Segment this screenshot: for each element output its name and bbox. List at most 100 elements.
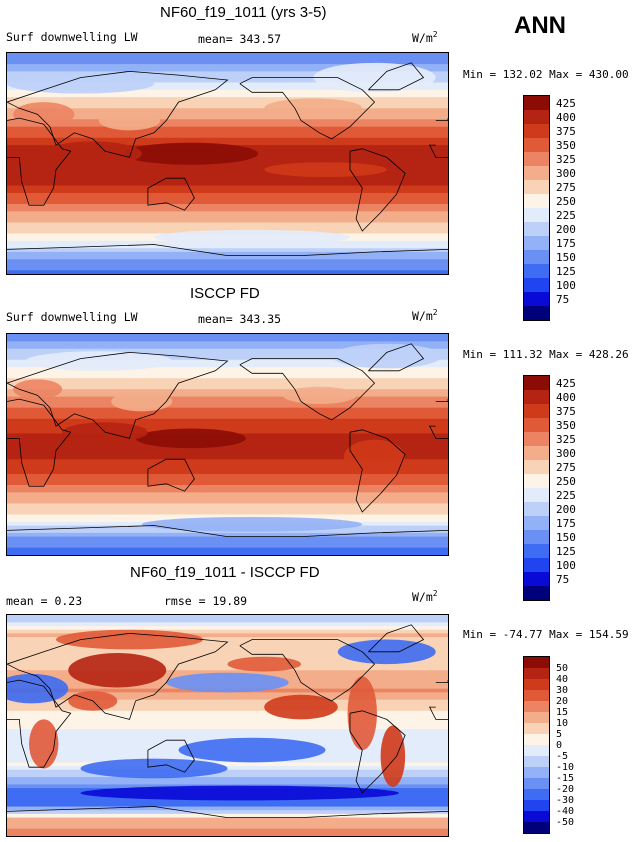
- zonal-band: [7, 356, 448, 361]
- zonal-band: [7, 514, 448, 519]
- panel-2-colorbar: [523, 375, 550, 601]
- coastline: [7, 70, 229, 158]
- panel-3-title: NF60_f19_1011 - ISCCP FD: [130, 564, 320, 581]
- p2-swatch-15: [524, 390, 549, 404]
- zonal-band: [7, 769, 448, 774]
- panel-2-coastlines: [7, 343, 448, 537]
- p2-tick-11: 175: [556, 517, 576, 530]
- panel-3-map: [6, 614, 449, 837]
- field-feature: [282, 386, 357, 404]
- zonal-band: [7, 547, 448, 552]
- panel-1-variable-label: Surf downwelling LW: [6, 30, 138, 44]
- panel-2-mean-label: mean= 343.35: [198, 312, 282, 326]
- p2-tick-5: 325: [556, 433, 576, 446]
- zonal-band: [7, 622, 448, 627]
- zonal-band: [7, 270, 448, 274]
- p1-swatch-2: [524, 292, 549, 306]
- zonal-band: [7, 648, 448, 653]
- zonal-band: [7, 211, 448, 216]
- zonal-band: [7, 108, 448, 113]
- zonal-band: [7, 473, 448, 479]
- p3-swatch-10: [524, 723, 549, 734]
- coastline: [7, 398, 72, 487]
- panel-2-title: ISCCP FD: [190, 285, 260, 302]
- field-feature: [80, 785, 399, 801]
- zonal-band: [7, 378, 448, 383]
- zonal-band: [7, 444, 448, 449]
- p1-tick-3: 375: [556, 125, 576, 138]
- zonal-band: [7, 174, 448, 179]
- zonal-band: [7, 370, 448, 376]
- p3-tick-15: -50: [556, 817, 575, 828]
- field-feature: [80, 758, 228, 779]
- coastline: [428, 144, 448, 158]
- zonal-band: [7, 363, 448, 368]
- coastline: [7, 525, 448, 537]
- zonal-band: [7, 75, 448, 80]
- panel-1-colorbar: [523, 95, 550, 321]
- zonal-band: [7, 499, 448, 505]
- zonal-band: [7, 134, 448, 139]
- p3-tick-6: 10: [556, 718, 569, 729]
- p2-tick-14: 100: [556, 559, 576, 572]
- zonal-band: [7, 56, 448, 61]
- p1-swatch-15: [524, 110, 549, 124]
- zonal-band: [7, 204, 448, 209]
- zonal-band: [7, 699, 448, 704]
- panel-3-minmax: Min = -74.77 Max = 154.59: [463, 628, 629, 641]
- p1-tick-5: 325: [556, 153, 576, 166]
- p2-tick-15: 75: [556, 573, 570, 586]
- field-feature: [111, 391, 173, 412]
- zonal-band: [7, 551, 448, 555]
- field-feature: [154, 229, 350, 245]
- coastline: [7, 679, 72, 768]
- zonal-band: [7, 141, 448, 146]
- p2-swatch-9: [524, 474, 549, 488]
- p2-swatch-3: [524, 558, 549, 572]
- p3-tick-3: 30: [556, 685, 569, 696]
- zonal-band: [7, 137, 448, 142]
- zonal-band: [7, 824, 448, 830]
- p1-swatch-11: [524, 166, 549, 180]
- zonal-band: [7, 352, 448, 357]
- zonal-band: [7, 773, 448, 778]
- zonal-band: [7, 78, 448, 84]
- zonal-band: [7, 714, 448, 719]
- field-feature: [56, 629, 203, 650]
- zonal-band: [7, 178, 448, 183]
- p2-swatch-1: [524, 586, 549, 600]
- panel-1-coastlines: [7, 62, 448, 256]
- coastline: [349, 710, 406, 794]
- coastline: [147, 177, 195, 211]
- zonal-band: [7, 93, 448, 98]
- p1-tick-2: 400: [556, 111, 576, 124]
- p3-tick-14: -40: [556, 806, 575, 817]
- zonal-band: [7, 255, 448, 260]
- field-feature: [135, 428, 246, 449]
- zonal-band: [7, 640, 448, 646]
- zonal-band: [7, 192, 448, 198]
- panel-3-mean-label: mean = 0.23: [6, 594, 83, 608]
- zonal-band: [7, 244, 448, 249]
- zonal-band: [7, 207, 448, 212]
- p1-swatch-13: [524, 138, 549, 152]
- zonal-band: [7, 459, 448, 464]
- panel-1-map: [6, 52, 449, 275]
- coastline: [368, 343, 425, 372]
- zonal-band: [7, 532, 448, 538]
- coastline: [239, 639, 376, 702]
- coastline: [7, 351, 229, 439]
- zonal-band: [7, 670, 448, 675]
- p3-tick-13: -30: [556, 795, 575, 806]
- p1-swatch-4: [524, 264, 549, 278]
- zonal-band: [7, 810, 448, 815]
- field-feature: [43, 141, 142, 166]
- coastline: [428, 425, 448, 439]
- zonal-band: [7, 828, 448, 833]
- zonal-band: [7, 725, 448, 730]
- p3-swatch-2: [524, 811, 549, 822]
- zonal-band: [7, 821, 448, 826]
- zonal-band: [7, 703, 448, 708]
- p3-tick-4: 20: [556, 696, 569, 707]
- zonal-band: [7, 104, 448, 109]
